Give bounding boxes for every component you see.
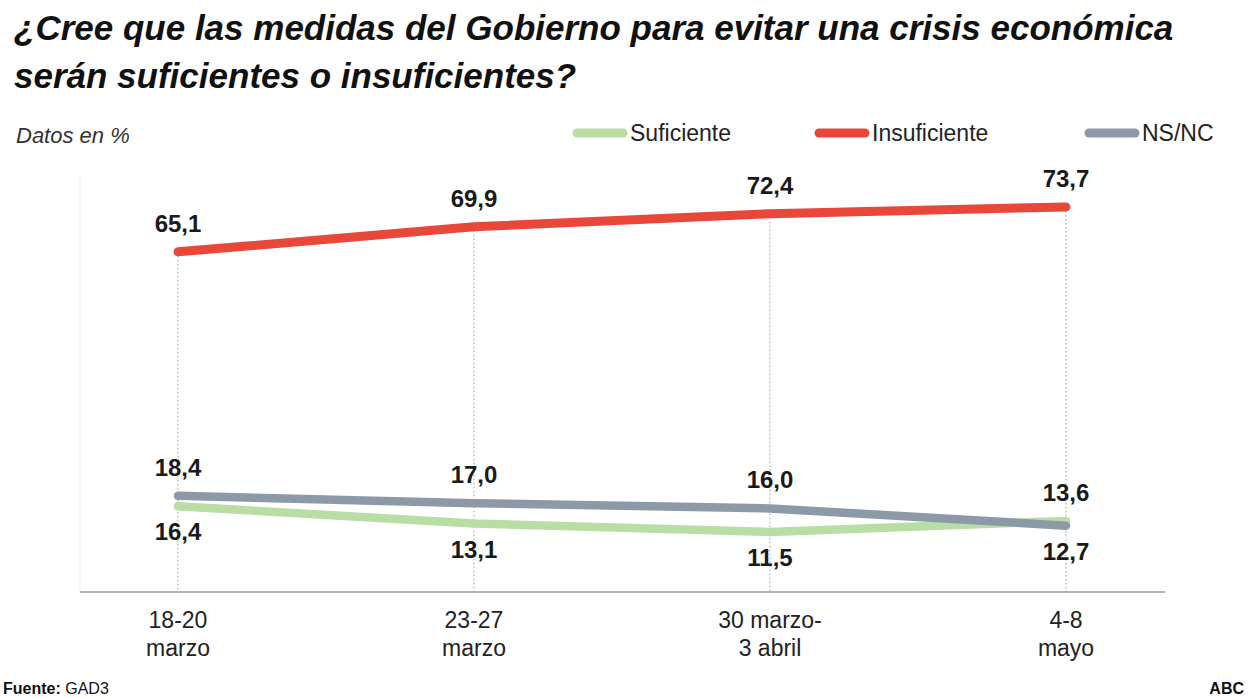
data-label: 18,4 <box>155 454 202 481</box>
subtitle: Datos en % <box>16 123 130 148</box>
legend-swatch <box>1089 129 1135 138</box>
legend-swatch <box>819 129 865 138</box>
source-text: GAD3 <box>65 680 109 697</box>
x-tick-label-line: 3 abril <box>739 635 802 661</box>
x-tick-label: 4-8mayo <box>1038 607 1094 661</box>
x-tick-label: 23-27marzo <box>442 607 506 661</box>
title-line: serán suficientes o insuficientes? <box>14 56 576 95</box>
x-grid-line <box>1066 207 1067 592</box>
data-label: 13,6 <box>1043 479 1090 506</box>
data-label: 72,4 <box>747 172 794 199</box>
data-label: 11,5 <box>747 544 792 571</box>
source: Fuente: GAD3 <box>3 680 109 697</box>
legend-label: Suficiente <box>630 120 731 146</box>
series-line <box>178 496 1066 526</box>
data-label: 65,1 <box>155 210 202 237</box>
chart-svg: ¿Cree que las medidas del Gobierno para … <box>0 0 1248 698</box>
data-label: 16,0 <box>747 466 794 493</box>
x-tick-label-line: 30 marzo- <box>718 607 822 633</box>
data-label: 16,4 <box>155 518 202 545</box>
x-tick-label-line: marzo <box>442 635 506 661</box>
data-label: 69,9 <box>451 185 498 212</box>
x-tick-label: 18-20marzo <box>146 607 210 661</box>
data-label: 13,1 <box>451 536 498 563</box>
plot-area <box>178 207 1066 532</box>
x-tick-label-line: mayo <box>1038 635 1094 661</box>
x-tick-label-line: 4-8 <box>1049 607 1082 633</box>
legend-label: Insuficiente <box>872 120 988 146</box>
y-range-frame <box>80 174 81 592</box>
title-line: ¿Cree que las medidas del Gobierno para … <box>14 8 1173 47</box>
credit: ABC <box>1209 680 1244 697</box>
legend-swatch <box>577 129 623 138</box>
legend-label: NS/NC <box>1142 120 1214 146</box>
data-label: 73,7 <box>1043 165 1090 192</box>
series-line <box>178 207 1066 252</box>
x-tick-label-line: 23-27 <box>445 607 504 633</box>
data-label: 17,0 <box>451 461 498 488</box>
x-tick-label: 30 marzo-3 abril <box>718 607 822 661</box>
source-label: Fuente: <box>3 680 65 697</box>
data-label: 12,7 <box>1043 538 1090 565</box>
y-tick-line <box>80 591 1165 593</box>
chart-root: ¿Cree que las medidas del Gobierno para … <box>0 0 1248 698</box>
x-tick-label-line: 18-20 <box>149 607 208 633</box>
title: ¿Cree que las medidas del Gobierno para … <box>14 8 1173 95</box>
x-tick-label-line: marzo <box>146 635 210 661</box>
